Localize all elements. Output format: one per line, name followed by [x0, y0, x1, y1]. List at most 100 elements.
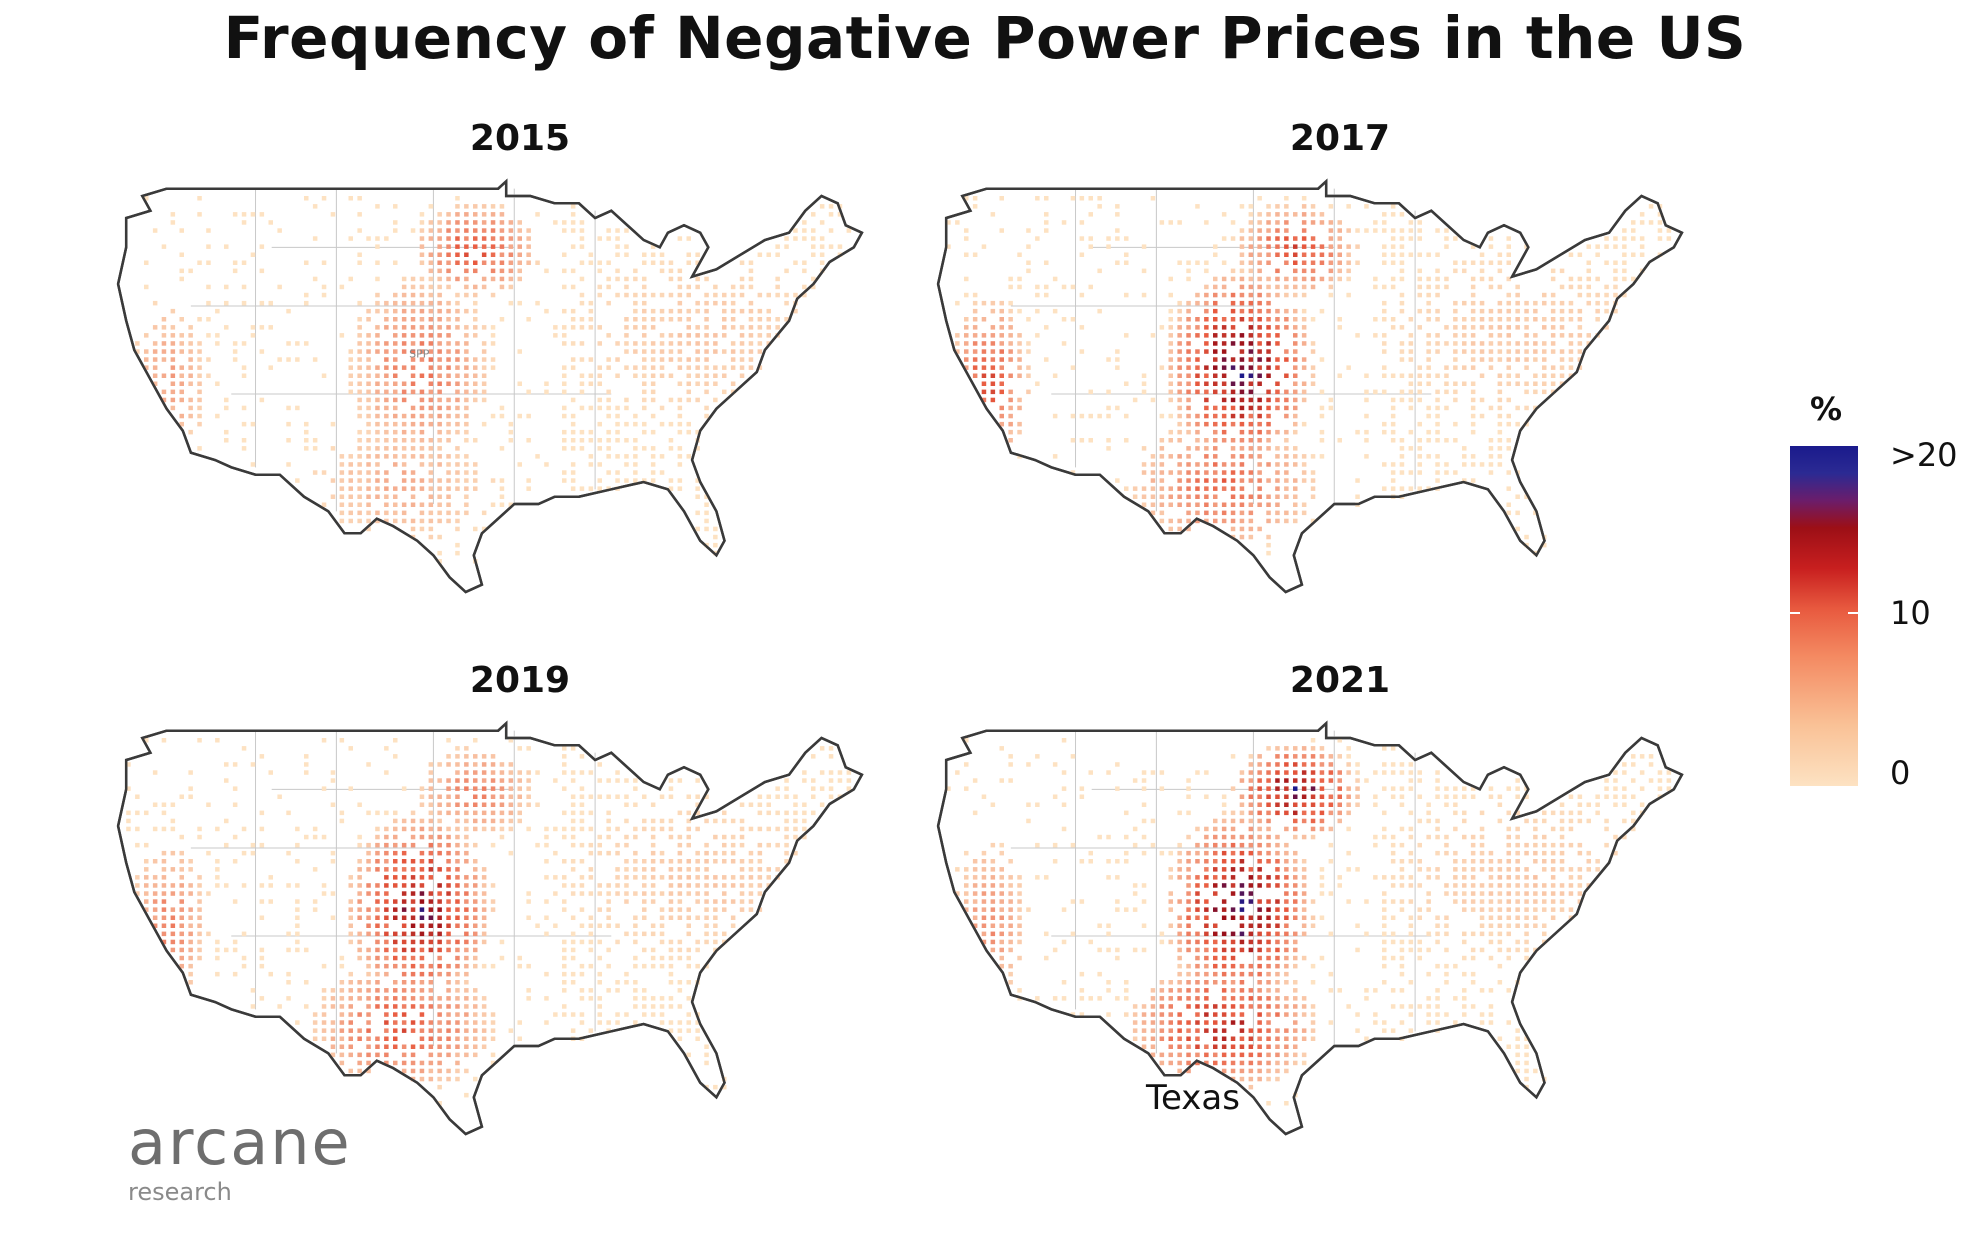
price-cell [1257, 826, 1262, 832]
price-cell [1390, 397, 1396, 403]
price-cell [481, 252, 487, 257]
price-cell [499, 955, 505, 961]
price-cell [1266, 413, 1271, 419]
price-cell [686, 284, 691, 290]
price-cell [1444, 244, 1449, 249]
price-cell [428, 907, 434, 912]
price-cell [1488, 899, 1494, 904]
price-cell [1435, 389, 1440, 395]
price-cell [1631, 276, 1636, 282]
price-cell [1301, 276, 1307, 282]
price-cell [659, 268, 665, 274]
price-cell [606, 284, 611, 290]
price-cell [330, 1004, 336, 1009]
price-cell [428, 778, 434, 783]
panel-year: 2017 [1289, 118, 1391, 159]
price-cell [1470, 260, 1476, 265]
price-cell [312, 834, 318, 840]
price-cell [659, 454, 665, 459]
price-cell [419, 907, 425, 912]
price-cell [437, 373, 442, 378]
price-cell [375, 891, 380, 896]
price-cell [597, 1020, 602, 1025]
price-cell [144, 907, 149, 912]
price-cell [144, 875, 149, 880]
price-cell [348, 971, 353, 977]
price-cell [215, 413, 220, 419]
price-cell [1337, 802, 1342, 807]
price-cell [393, 939, 398, 945]
price-cell [1213, 317, 1218, 322]
price-cell [366, 389, 371, 395]
price-cell [357, 1012, 362, 1017]
price-cell [990, 907, 996, 912]
price-cell [1204, 486, 1209, 491]
price-cell [748, 365, 754, 370]
price-cell [1239, 454, 1245, 459]
price-cell [1248, 454, 1254, 459]
price-cell [419, 478, 425, 483]
price-cell [1266, 478, 1271, 483]
price-cell [1648, 762, 1654, 767]
price-cell [401, 891, 407, 896]
price-cell [1613, 802, 1618, 807]
price-cell [188, 357, 193, 362]
price-cell [686, 389, 691, 395]
price-cell [1186, 349, 1191, 354]
price-cell [1284, 859, 1289, 864]
price-cell [686, 963, 691, 969]
price-cell [1346, 786, 1351, 791]
price-cell [330, 1036, 336, 1041]
price-cell [384, 867, 389, 872]
price-cell [1186, 405, 1191, 411]
price-cell [757, 850, 763, 856]
price-cell [1506, 341, 1511, 346]
price-cell [1257, 794, 1262, 799]
price-cell [526, 317, 531, 322]
price-cell [464, 260, 469, 265]
price-cell [588, 462, 594, 467]
price-cell [428, 478, 434, 483]
price-cell [1284, 317, 1289, 322]
price-cell [1266, 421, 1271, 427]
price-cell [1497, 867, 1503, 872]
price-cell [1186, 494, 1191, 499]
price-cell [464, 381, 469, 386]
price-cell [1204, 462, 1209, 467]
price-cell [1479, 842, 1485, 848]
price-cell [553, 333, 558, 338]
price-cell [1275, 963, 1280, 969]
price-cell [722, 931, 727, 937]
price-cell [499, 236, 505, 241]
price-cell [1559, 325, 1565, 330]
price-cell [1657, 236, 1663, 241]
price-cell [1310, 923, 1316, 928]
price-cell [570, 834, 576, 840]
price-cell [722, 300, 727, 306]
price-cell [1248, 292, 1254, 298]
price-cell [1284, 778, 1289, 783]
price-cell [384, 454, 389, 459]
price-cell [1462, 462, 1467, 467]
price-cell [1408, 381, 1414, 386]
price-cell [730, 341, 736, 346]
price-cell [161, 373, 167, 378]
price-cell [339, 486, 345, 491]
price-cell [152, 770, 158, 775]
price-cell [1266, 389, 1271, 395]
price-cell [250, 421, 256, 427]
price-cell [1506, 252, 1511, 257]
price-cell [1275, 454, 1280, 459]
price-cell [1462, 883, 1467, 888]
price-cell [179, 276, 184, 282]
price-cell [1310, 236, 1316, 241]
price-cell [677, 284, 683, 290]
price-cell [375, 915, 380, 920]
price-cell [259, 754, 265, 759]
price-cell [384, 405, 389, 411]
price-cell [1346, 252, 1351, 257]
price-cell [437, 421, 442, 427]
price-cell [384, 389, 389, 395]
price-cell [615, 939, 620, 945]
price-cell [1070, 284, 1076, 290]
